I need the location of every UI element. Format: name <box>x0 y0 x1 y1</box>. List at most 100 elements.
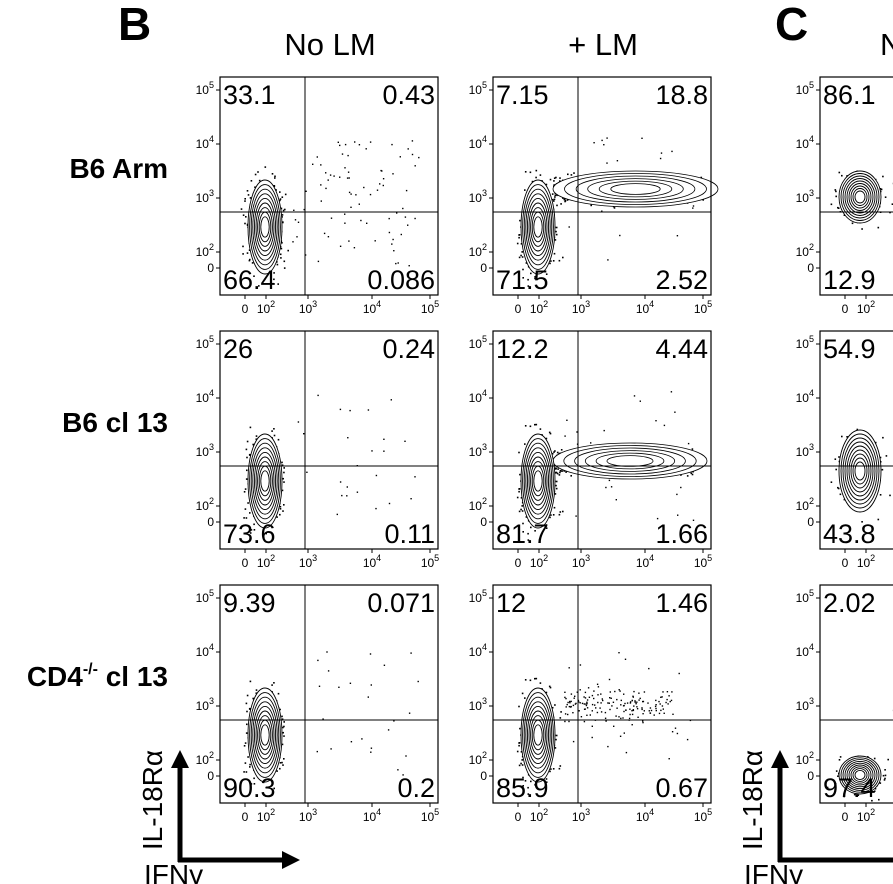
y-axis-word-b: IL-18Rα <box>137 750 168 850</box>
quadrant-value-lr: 0.67 <box>655 773 708 803</box>
x-tick-label: 102 <box>530 807 548 824</box>
x-tick-label: 104 <box>636 553 654 570</box>
plot-frame <box>219 76 439 296</box>
quadrant-value-lr: 0.2 <box>397 773 435 803</box>
plot-frame <box>492 76 712 296</box>
y-tick-label: 104 <box>469 134 487 151</box>
x-tick-label: 102 <box>257 553 275 570</box>
row-label-cd4-main: CD4 <box>27 661 83 692</box>
y-tick-label: 102 <box>796 242 814 259</box>
quadrant-value-lr: 0.086 <box>367 265 435 295</box>
column-title-c-partial: N <box>880 27 893 62</box>
y-tick-label: 103 <box>469 188 487 205</box>
x-tick-label: 102 <box>257 807 275 824</box>
quadrant-value-ll: 71.5 <box>496 265 549 295</box>
flow-plot-3-no-lm: 105 104 103 102 0 0 102 103 104 105 9.39 0.071 90.3 0… <box>196 584 439 824</box>
y-tick-label: 105 <box>196 334 214 351</box>
y-tick-label: 102 <box>469 242 487 259</box>
row-label-cd4-superscript: -/- <box>83 661 98 678</box>
flow-plot-3-plus-lm: 105 104 103 102 0 0 102 103 104 105 12 1.46 85.9 0.67 <box>469 584 712 824</box>
plot-frame <box>492 330 712 550</box>
y-tick-label: 103 <box>796 188 814 205</box>
quadrant-value-ul: 26 <box>223 334 253 364</box>
y-tick-label: 0 <box>207 769 214 783</box>
axis-indicator-c: IL-18Rα IFNγ <box>737 750 893 884</box>
x-axis-word-c: IFNγ <box>744 859 803 884</box>
row-label-cd4-tail: cl 13 <box>98 661 168 692</box>
quadrant-value-ul: 33.1 <box>223 80 276 110</box>
y-tick-label: 102 <box>196 496 214 513</box>
x-tick-label: 0 <box>842 810 849 824</box>
flow-plot-1-plus-lm: 105 104 103 102 0 0 102 103 104 105 7.15 18.8 71.5 2.… <box>469 76 719 316</box>
y-tick-label: 104 <box>469 388 487 405</box>
quadrant-value-ul: 12.2 <box>496 334 549 364</box>
quadrant-value-ul: 86.1 <box>823 80 876 110</box>
y-tick-label: 103 <box>196 442 214 459</box>
plot-frame <box>819 76 893 296</box>
y-tick-label: 104 <box>796 134 814 151</box>
y-tick-label: 105 <box>469 80 487 97</box>
plot-grid: 105 104 103 102 0 0 102 103 104 105 33.1 0.43 66.4 0.… <box>196 76 893 824</box>
x-tick-label: 105 <box>421 553 439 570</box>
density-contours <box>520 687 556 783</box>
row-label-cd4-cl13: CD4-/- cl 13 <box>27 661 168 692</box>
y-tick-label: 102 <box>796 496 814 513</box>
column-title-plus-lm: + LM <box>568 27 638 62</box>
plot-frame <box>219 584 439 804</box>
y-tick-label: 103 <box>796 442 814 459</box>
quadrant-value-ur: 0.071 <box>367 588 435 618</box>
x-tick-label: 103 <box>299 807 317 824</box>
x-tick-label: 105 <box>421 299 439 316</box>
quadrant-value-ll: 43.8 <box>823 519 876 549</box>
x-tick-label: 103 <box>299 553 317 570</box>
y-tick-label: 102 <box>469 496 487 513</box>
plot-frame <box>492 584 712 804</box>
density-contours <box>520 433 556 529</box>
density-contours <box>838 755 882 795</box>
quadrant-value-ur: 4.44 <box>655 334 708 364</box>
quadrant-value-ll: 85.9 <box>496 773 549 803</box>
y-tick-label: 102 <box>196 242 214 259</box>
x-tick-label: 104 <box>363 553 381 570</box>
axis-indicator-b: IL-18Rα IFNγ <box>137 750 300 884</box>
x-axis-word-b: IFNγ <box>144 859 203 884</box>
y-tick-label: 102 <box>469 750 487 767</box>
x-tick-label: 104 <box>636 807 654 824</box>
y-tick-label: 105 <box>796 334 814 351</box>
x-tick-label: 103 <box>572 553 590 570</box>
density-contours <box>247 179 283 275</box>
plot-frame <box>819 584 893 804</box>
y-tick-label: 104 <box>796 642 814 659</box>
quadrant-value-ll: 12.9 <box>823 265 876 295</box>
x-tick-label: 102 <box>857 299 875 316</box>
x-tick-label: 0 <box>515 810 522 824</box>
x-tick-label: 104 <box>636 299 654 316</box>
panel-letter-b: B <box>118 0 151 50</box>
quadrant-value-ur: 18.8 <box>655 80 708 110</box>
flow-plot-2-c-panel: 1051041031020010210310410554.943.8 <box>796 330 893 570</box>
y-tick-label: 104 <box>796 388 814 405</box>
activated-contours <box>552 170 719 208</box>
x-tick-label: 0 <box>242 556 249 570</box>
density-contours <box>247 687 283 783</box>
x-tick-label: 103 <box>572 299 590 316</box>
quadrant-value-ll: 97.4 <box>823 773 876 803</box>
y-tick-label: 102 <box>796 750 814 767</box>
y-tick-label: 105 <box>469 588 487 605</box>
x-tick-label: 0 <box>515 302 522 316</box>
y-tick-label: 104 <box>469 642 487 659</box>
quadrant-value-ul: 7.15 <box>496 80 549 110</box>
y-tick-label: 103 <box>469 696 487 713</box>
plot-frame <box>219 330 439 550</box>
quadrant-value-ul: 54.9 <box>823 334 876 364</box>
density-contours <box>520 179 556 275</box>
y-tick-label: 0 <box>207 261 214 275</box>
quadrant-value-ul: 9.39 <box>223 588 276 618</box>
x-tick-label: 103 <box>572 807 590 824</box>
x-tick-label: 102 <box>857 807 875 824</box>
activated-contours <box>552 442 708 480</box>
quadrant-value-ul: 12 <box>496 588 526 618</box>
quadrant-value-ur: 0.24 <box>382 334 435 364</box>
panel-letter-c: C <box>775 0 808 50</box>
